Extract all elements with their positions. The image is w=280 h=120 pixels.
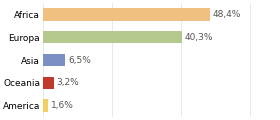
Text: 48,4%: 48,4% — [213, 10, 241, 19]
Text: 6,5%: 6,5% — [68, 55, 91, 65]
Bar — [43, 77, 54, 89]
Bar — [43, 54, 65, 66]
Text: 40,3%: 40,3% — [185, 33, 213, 42]
Bar — [43, 31, 182, 43]
Text: 3,2%: 3,2% — [57, 78, 80, 87]
Bar — [43, 8, 210, 21]
Text: 1,6%: 1,6% — [51, 101, 74, 110]
Bar — [43, 99, 48, 112]
